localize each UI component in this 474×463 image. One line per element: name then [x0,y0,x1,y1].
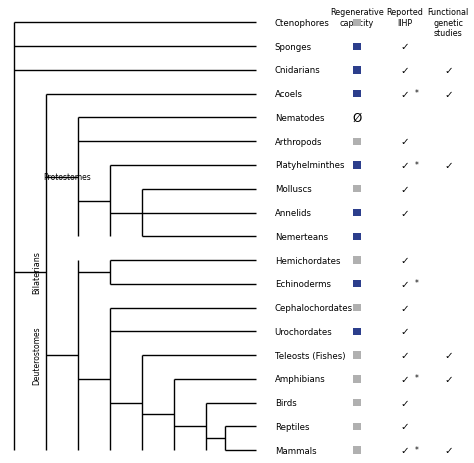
Text: ✓: ✓ [401,137,410,147]
Text: ✓: ✓ [401,256,410,265]
Bar [353,328,361,335]
Bar [353,257,361,264]
Text: Cephalochordates: Cephalochordates [275,303,353,313]
Text: *: * [415,374,419,382]
Text: *: * [415,89,419,98]
Text: ✓: ✓ [401,279,410,289]
Text: ✓: ✓ [401,208,410,218]
Text: Functional
genetic
studies: Functional genetic studies [428,8,469,38]
Text: Platyhelminthes: Platyhelminthes [275,161,344,170]
Text: Nemerteans: Nemerteans [275,232,328,241]
Text: Amphibians: Amphibians [275,375,326,383]
Text: ✓: ✓ [401,326,410,337]
Bar [353,67,361,75]
Text: ✓: ✓ [401,374,410,384]
Text: *: * [415,279,419,288]
Text: ✓: ✓ [401,445,410,455]
Bar [353,186,361,193]
Bar [353,304,361,312]
Text: ✓: ✓ [444,161,453,170]
Text: ✓: ✓ [401,350,410,360]
Bar [353,399,361,407]
Bar [353,138,361,145]
Text: Mammals: Mammals [275,446,316,455]
Bar [353,375,361,383]
Bar [353,162,361,169]
Text: Annelids: Annelids [275,208,312,218]
Text: Reported
IIHP: Reported IIHP [386,8,423,28]
Bar [353,446,361,454]
Text: *: * [415,445,419,454]
Text: Regenerative
capacity: Regenerative capacity [330,8,384,28]
Text: ✓: ✓ [401,161,410,170]
Text: ✓: ✓ [401,398,410,408]
Text: ✓: ✓ [444,350,453,360]
Text: Birds: Birds [275,398,296,407]
Text: Molluscs: Molluscs [275,185,311,194]
Bar [353,44,361,51]
Text: ✓: ✓ [444,374,453,384]
Text: Urochordates: Urochordates [275,327,332,336]
Text: Reptiles: Reptiles [275,422,309,431]
Text: ✓: ✓ [444,66,453,76]
Text: ✓: ✓ [401,66,410,76]
Text: Teleosts (Fishes): Teleosts (Fishes) [275,351,345,360]
Text: ✓: ✓ [401,42,410,52]
Text: Protostomes: Protostomes [43,173,91,182]
Text: Hemichordates: Hemichordates [275,256,340,265]
Text: ✓: ✓ [444,445,453,455]
Bar [353,281,361,288]
Text: Ø: Ø [352,112,362,125]
Text: ✓: ✓ [401,184,410,194]
Bar [353,209,361,217]
Text: Sponges: Sponges [275,43,312,51]
Bar [353,20,361,27]
Text: ✓: ✓ [444,89,453,100]
Text: ✓: ✓ [401,421,410,432]
Bar [353,423,361,430]
Text: Echinoderms: Echinoderms [275,280,331,288]
Text: Ctenophores: Ctenophores [275,19,329,28]
Bar [353,233,361,240]
Text: Arthropods: Arthropods [275,138,322,146]
Text: *: * [415,160,419,169]
Text: Bilaterians: Bilaterians [33,251,42,294]
Text: ✓: ✓ [401,89,410,100]
Text: Nematodes: Nematodes [275,114,324,123]
Text: Cnidarians: Cnidarians [275,66,320,75]
Text: ✓: ✓ [401,303,410,313]
Text: Acoels: Acoels [275,90,303,99]
Text: Deuterostomes: Deuterostomes [33,326,42,385]
Bar [353,352,361,359]
Bar [353,91,361,98]
